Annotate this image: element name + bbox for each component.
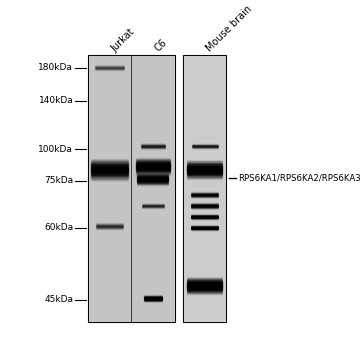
Bar xyxy=(88,55,175,322)
Bar xyxy=(91,160,128,161)
Bar xyxy=(91,171,128,172)
Bar xyxy=(91,177,128,178)
Text: 180kDa: 180kDa xyxy=(39,63,73,72)
Bar xyxy=(187,172,222,173)
Bar xyxy=(88,55,175,322)
Text: 140kDa: 140kDa xyxy=(39,96,73,105)
Bar xyxy=(91,178,128,179)
Bar xyxy=(187,168,222,169)
Text: 45kDa: 45kDa xyxy=(44,295,73,304)
Bar xyxy=(91,174,128,175)
Bar xyxy=(187,176,222,177)
Text: 100kDa: 100kDa xyxy=(39,145,73,154)
Bar xyxy=(183,55,226,322)
Bar xyxy=(187,167,222,168)
Bar xyxy=(187,175,222,176)
Text: 60kDa: 60kDa xyxy=(44,223,73,232)
Bar xyxy=(91,165,128,166)
Bar xyxy=(91,173,128,174)
Bar xyxy=(187,160,222,161)
Bar xyxy=(187,164,222,165)
Bar xyxy=(91,166,128,167)
Bar xyxy=(91,169,128,170)
Text: C6: C6 xyxy=(153,37,169,54)
Bar xyxy=(91,170,128,171)
Bar xyxy=(91,167,128,168)
Text: Jurkat: Jurkat xyxy=(110,26,137,54)
Bar xyxy=(187,177,222,178)
Bar xyxy=(187,169,222,170)
Bar xyxy=(91,162,128,163)
Bar xyxy=(91,163,128,164)
Text: Mouse brain: Mouse brain xyxy=(205,4,254,54)
Bar xyxy=(187,171,222,172)
Bar xyxy=(91,175,128,176)
Bar xyxy=(187,161,222,162)
Bar xyxy=(187,170,222,171)
Bar xyxy=(187,165,222,166)
Bar xyxy=(187,178,222,179)
Bar xyxy=(91,168,128,169)
Bar xyxy=(187,163,222,164)
Bar xyxy=(91,176,128,177)
Bar xyxy=(187,166,222,167)
Bar xyxy=(187,174,222,175)
Text: RPS6KA1/RPS6KA2/RPS6KA3: RPS6KA1/RPS6KA2/RPS6KA3 xyxy=(238,173,360,182)
Bar xyxy=(91,161,128,162)
Bar xyxy=(91,180,128,181)
Bar xyxy=(91,179,128,180)
Bar xyxy=(91,172,128,173)
Text: 75kDa: 75kDa xyxy=(44,176,73,185)
Bar xyxy=(91,164,128,165)
Bar xyxy=(91,159,128,160)
Bar xyxy=(183,55,226,322)
Bar xyxy=(187,162,222,163)
Bar xyxy=(187,173,222,174)
